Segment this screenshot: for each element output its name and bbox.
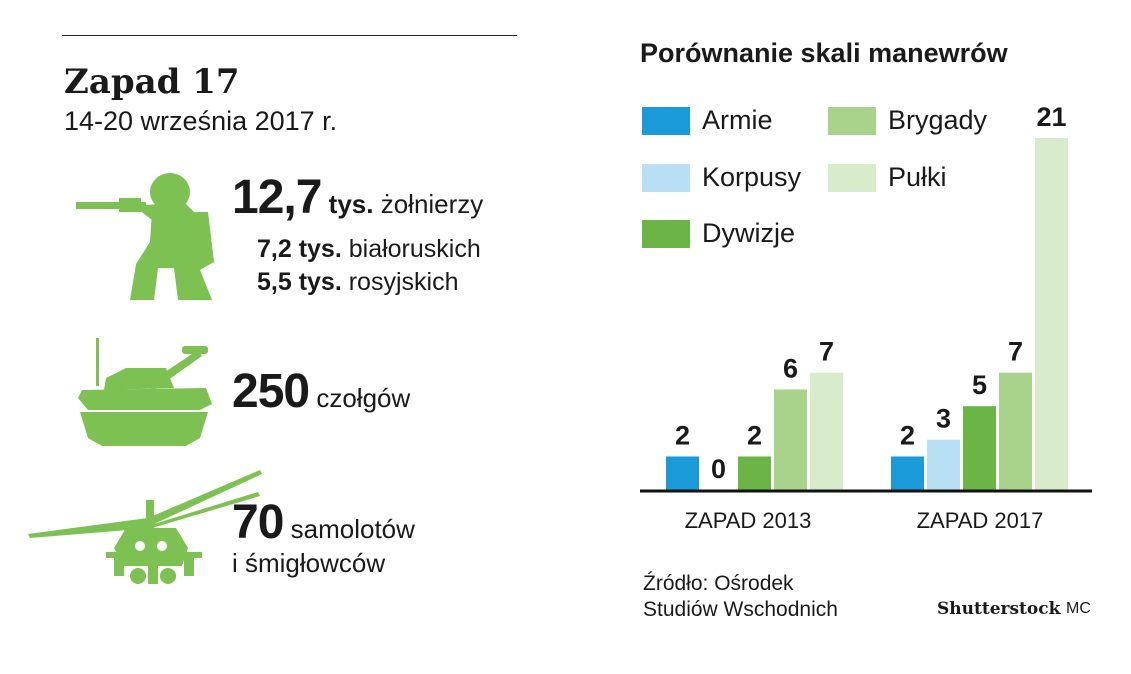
bar-armie-1 [891, 456, 924, 490]
bar-armie-0 [666, 456, 699, 490]
bar-dywizje-0 [738, 456, 771, 490]
russia-label: rosyjskich [348, 268, 459, 296]
legend-pulki: Pułki [828, 162, 947, 193]
legend-swatch-armie [642, 106, 690, 135]
soldier-icon [76, 173, 214, 300]
bar-pułki-0 [810, 372, 843, 490]
soldiers-total: 12,7 tys. żołnierzy [232, 170, 483, 225]
bar-value-label: 5 [972, 370, 987, 400]
legend-swatch-brygady [828, 106, 876, 135]
belarus-label: białoruskich [348, 235, 481, 263]
legend-brygady: Brygady [828, 105, 987, 136]
soldiers-unit: tys. [328, 189, 374, 219]
legend-label-korpusy: Korpusy [702, 162, 802, 192]
bar-value-label: 7 [819, 337, 834, 367]
bar-value-label: 2 [675, 420, 690, 450]
legend-swatch-korpusy [642, 163, 690, 192]
author-initials: MC [1066, 600, 1091, 617]
legend-armie: Armie [642, 105, 773, 136]
soldiers-belarus: 7,2 tys. białoruskich [257, 235, 481, 264]
aircraft-number: 70 [232, 496, 284, 549]
aircraft-label-1: samolotów [290, 514, 415, 544]
helicopter-icon [28, 470, 262, 584]
photo-credit: Shutterstock [937, 599, 1061, 619]
legend-korpusy: Korpusy [642, 162, 801, 193]
bar-korpusy-1 [927, 439, 960, 490]
bar-brygady-0 [774, 389, 807, 490]
legend-dywizje: Dywizje [642, 218, 795, 249]
bar-value-label: 2 [747, 420, 762, 450]
bar-value-label: 2 [900, 420, 915, 450]
russia-number: 5,5 tys. [257, 268, 342, 296]
legend-label-brygady: Brygady [888, 105, 988, 135]
soldiers-label: żołnierzy [380, 189, 484, 219]
bar-value-label: 7 [1008, 337, 1023, 367]
legend-label-dywizje: Dywizje [702, 218, 796, 248]
legend-label-armie: Armie [702, 105, 773, 135]
belarus-number: 7,2 tys. [257, 235, 342, 263]
bar-value-label: 0 [711, 454, 726, 484]
aircraft-total: 70 samolotów [232, 495, 415, 550]
legend-swatch-dywizje [642, 219, 690, 248]
tank-icon [78, 338, 212, 446]
tanks-number: 250 [232, 365, 310, 418]
date-range: 14-20 września 2017 r. [64, 106, 338, 136]
legend-label-pulki: Pułki [888, 162, 947, 192]
bar-brygady-1 [999, 372, 1032, 490]
page-title: Zapad 17 [64, 62, 240, 102]
bar-value-label: 6 [783, 353, 798, 383]
aircraft-label-2: i śmigłowców [232, 548, 386, 578]
bar-dywizje-1 [963, 406, 996, 490]
source-line-2: Studiów Wschodnich [643, 598, 838, 621]
soldiers-number: 12,7 [232, 171, 322, 224]
bar-value-label: 3 [936, 404, 951, 434]
top-divider [62, 35, 517, 36]
category-label: ZAPAD 2013 [685, 508, 812, 533]
category-label: ZAPAD 2017 [917, 508, 1044, 533]
soldiers-russia: 5,5 tys. rosyjskich [257, 268, 458, 297]
tanks-total: 250 czołgów [232, 364, 410, 419]
chart-title: Porównanie skali manewrów [640, 38, 1008, 68]
bar-pułki-1 [1035, 138, 1068, 490]
legend-swatch-pulki [828, 163, 876, 192]
tanks-label: czołgów [316, 383, 411, 413]
bar-value-label: 21 [1036, 102, 1066, 132]
source-line-1: Źródło: Ośrodek [643, 572, 794, 595]
